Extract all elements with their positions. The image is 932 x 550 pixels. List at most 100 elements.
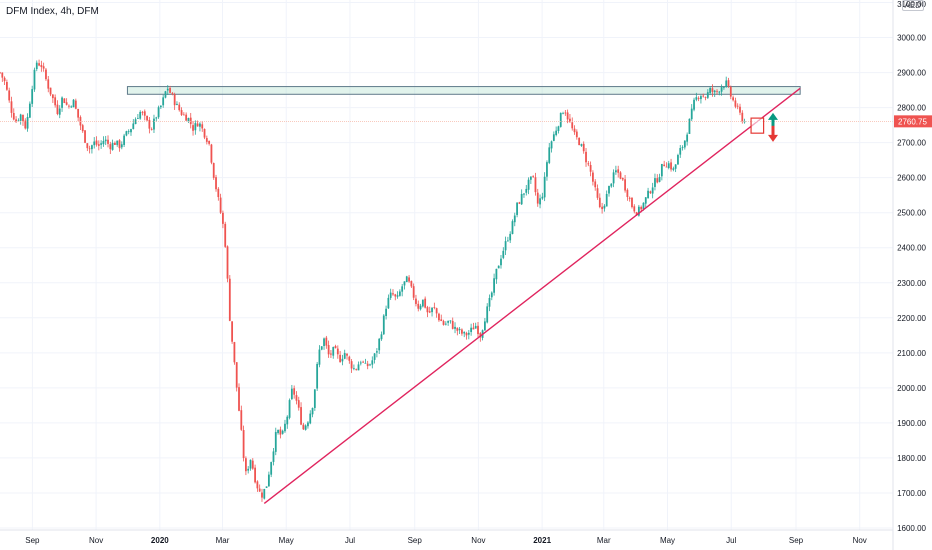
- candle-body: [582, 143, 585, 152]
- candle-body: [610, 183, 613, 187]
- candle-body: [470, 327, 473, 332]
- candle-body: [277, 429, 279, 434]
- candle-body: [366, 363, 369, 367]
- candle-body: [428, 311, 431, 313]
- candle-body: [74, 100, 77, 109]
- candle-body: [357, 364, 360, 371]
- x-tick-label: Sep: [408, 536, 423, 545]
- candle-body: [217, 188, 220, 198]
- candle-body: [313, 389, 316, 408]
- candle-body: [355, 369, 358, 370]
- candle-body: [323, 338, 325, 347]
- candle-body: [339, 354, 342, 363]
- candle-body: [426, 307, 429, 313]
- candle-body: [458, 328, 461, 331]
- candle-body: [688, 118, 691, 134]
- candle-body: [228, 278, 231, 321]
- last-price-label: 2760.75: [898, 117, 927, 126]
- candle-body: [171, 93, 174, 95]
- candle-body: [716, 90, 718, 92]
- candle-body: [605, 193, 608, 207]
- candle-body: [203, 128, 206, 138]
- candle-body: [258, 488, 261, 492]
- candle-body: [415, 298, 417, 304]
- candle-body: [91, 145, 93, 150]
- candle-body: [68, 105, 70, 107]
- candle-body: [700, 96, 702, 100]
- y-tick-label: 1700.00: [897, 489, 926, 498]
- candle-body: [256, 481, 259, 489]
- candle-body: [732, 97, 735, 101]
- candle-body: [123, 135, 125, 145]
- candle-body: [495, 268, 498, 280]
- y-tick-label: 2600.00: [897, 174, 926, 183]
- candle-body: [102, 140, 105, 145]
- candle-body: [235, 362, 238, 388]
- candle-body: [33, 69, 36, 90]
- candle-body: [502, 250, 505, 258]
- candle-body: [734, 100, 737, 107]
- x-tick-label: Nov: [471, 536, 485, 545]
- candle-body: [690, 108, 693, 120]
- candle-body: [461, 329, 463, 334]
- candle-body: [548, 147, 551, 163]
- x-tick-label: Jul: [345, 536, 355, 545]
- candle-body: [497, 265, 500, 269]
- candle-body: [382, 315, 385, 335]
- candle-body: [192, 125, 194, 131]
- candle-body: [281, 430, 284, 434]
- currency-unit: AED: [901, 0, 924, 11]
- candle-body: [35, 62, 38, 70]
- candle-body: [373, 353, 376, 360]
- candle-body: [330, 353, 332, 355]
- candle-body: [72, 99, 75, 108]
- candle-body: [265, 486, 268, 488]
- candle-body: [633, 206, 636, 212]
- candle-body: [438, 313, 440, 321]
- candle-body: [490, 292, 493, 298]
- candle-body: [711, 88, 714, 92]
- candle-body: [114, 142, 116, 145]
- y-tick-label: 3100.00: [897, 0, 926, 9]
- candles: [0, 59, 746, 502]
- y-tick-label: 2100.00: [897, 349, 926, 358]
- candle-body: [31, 89, 34, 104]
- candle-body: [254, 467, 256, 483]
- y-tick-label: 2300.00: [897, 279, 926, 288]
- candle-body: [619, 172, 622, 179]
- candle-body: [95, 140, 98, 145]
- candle-body: [626, 189, 629, 198]
- candle-body: [628, 197, 631, 199]
- annotation-layer: [0, 112, 893, 142]
- candle-body: [263, 488, 266, 499]
- candle-body: [274, 432, 277, 452]
- candle-body: [525, 188, 528, 193]
- candle-body: [19, 114, 22, 121]
- candle-body: [509, 233, 512, 241]
- candle-body: [5, 82, 8, 90]
- candle-body: [660, 163, 663, 177]
- candle-body: [532, 175, 535, 177]
- up-arrow-icon: [768, 112, 779, 120]
- candle-body: [187, 118, 190, 122]
- candle-body: [578, 137, 581, 146]
- candle-body: [40, 64, 43, 68]
- candle-body: [8, 90, 11, 101]
- candle-body: [410, 280, 413, 287]
- x-tick-label: Nov: [853, 536, 867, 545]
- candle-body: [24, 120, 27, 129]
- candle-body: [566, 112, 569, 120]
- candle-body: [63, 98, 66, 104]
- candle-body: [658, 177, 661, 182]
- candle-body: [77, 108, 80, 118]
- candle-body: [555, 130, 558, 135]
- candle-body: [201, 124, 204, 129]
- candle-body: [725, 80, 728, 87]
- candle-body: [493, 278, 495, 293]
- candle-body: [150, 128, 153, 130]
- candle-body: [284, 423, 286, 432]
- candle-body: [270, 462, 273, 475]
- candle-body: [424, 298, 427, 308]
